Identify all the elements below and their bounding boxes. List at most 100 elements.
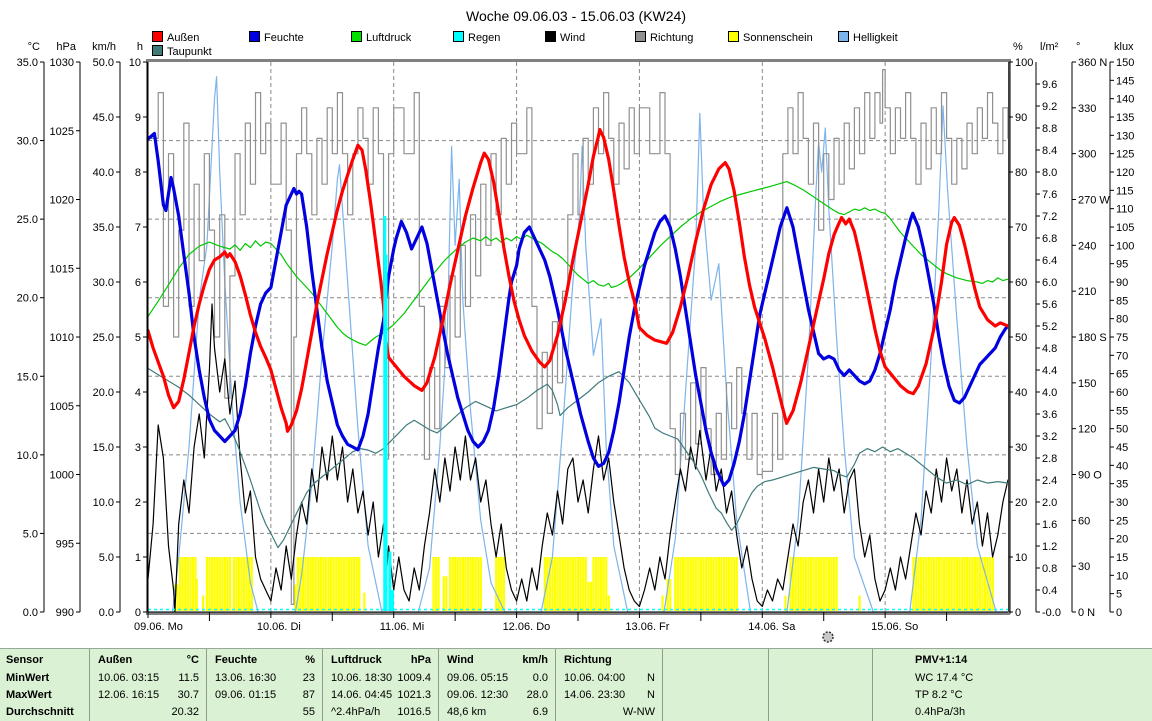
legend-item-sonnenschein: Sonnenschein: [728, 31, 813, 44]
svg-text:60: 60: [1116, 387, 1128, 399]
svg-text:150: 150: [1116, 57, 1134, 69]
stat-value: N: [647, 672, 655, 684]
legend-item-außen: Außen: [152, 31, 199, 44]
svg-text:5.2: 5.2: [1042, 321, 1057, 333]
legend-label: Taupunkt: [167, 46, 212, 58]
svg-text:10: 10: [1116, 570, 1128, 582]
svg-text:1030: 1030: [50, 57, 74, 69]
svg-text:145: 145: [1116, 75, 1134, 87]
col-unit: °C: [186, 654, 199, 666]
svg-text:9: 9: [135, 112, 141, 124]
legend-label: Helligkeit: [853, 32, 898, 44]
svg-text:10: 10: [129, 57, 141, 69]
svg-text:klux: klux: [1114, 41, 1134, 53]
stats-col-luftdruck: Luftdruck hPa 10.06. 18:30 1009.4 14.06. 04:…: [322, 649, 439, 721]
series-regen: [148, 216, 1008, 611]
legend-item-richtung: Richtung: [635, 31, 693, 44]
stat-datetime: 10.06. 18:30: [331, 672, 393, 684]
stat-value: 23: [302, 672, 315, 684]
svg-text:55: 55: [1116, 405, 1128, 417]
svg-text:0: 0: [135, 607, 141, 619]
sonnenschein-color-swatch-icon: [728, 31, 739, 42]
stat-value: 87: [302, 689, 315, 701]
svg-text:1025: 1025: [50, 126, 74, 138]
svg-text:2.4: 2.4: [1042, 475, 1057, 487]
svg-text:°C: °C: [28, 41, 40, 53]
svg-text:75: 75: [1116, 332, 1128, 344]
stat-value: 0.0: [532, 672, 548, 684]
stats-col-empty: [662, 649, 769, 721]
svg-text:90: 90: [1116, 277, 1128, 289]
svg-text:0.0: 0.0: [23, 607, 38, 619]
svg-text:14.06. Sa: 14.06. Sa: [748, 621, 796, 633]
svg-text:11.06. Mi: 11.06. Mi: [380, 621, 424, 633]
svg-text:7.2: 7.2: [1042, 211, 1057, 223]
legend-label: Feuchte: [264, 32, 304, 44]
svg-text:130: 130: [1116, 130, 1134, 142]
stat-datetime: 12.06. 16:15: [98, 689, 160, 701]
series-feuchte: [146, 131, 1010, 488]
svg-text:100: 100: [1116, 240, 1134, 252]
pmv-line: WC 17.4 °C: [915, 672, 974, 684]
wind-color-swatch-icon: [545, 31, 556, 42]
svg-text:5.6: 5.6: [1042, 299, 1057, 311]
weather-chart: °C35.030.025.020.015.010.05.00.0hPa10301…: [17, 41, 1134, 643]
axis-hPa: hPa 1030 1025 1020 1015 1010 1005 1000 995 990: [50, 41, 81, 619]
svg-text:210: 210: [1078, 286, 1096, 298]
luftdruck-color-swatch-icon: [351, 31, 362, 42]
svg-text:0: 0: [1015, 607, 1021, 619]
svg-text:20: 20: [1015, 497, 1027, 509]
svg-text:120: 120: [1116, 167, 1134, 179]
stats-col-feuchte: Feuchte% 13.06. 16:30 23 09.06. 01:15 87 55: [206, 649, 323, 721]
svg-text:1.6: 1.6: [1042, 519, 1057, 531]
svg-text:45: 45: [1116, 442, 1128, 454]
svg-text:30.0: 30.0: [93, 277, 114, 289]
svg-text:60: 60: [1078, 515, 1090, 527]
stat-datetime: 14.06. 04:45: [331, 689, 393, 701]
svg-text:12.06. Do: 12.06. Do: [503, 621, 551, 633]
helligkeit-color-swatch-icon: [838, 31, 849, 42]
svg-text:125: 125: [1116, 149, 1134, 161]
svg-text:60: 60: [1015, 277, 1027, 289]
x-axis: 09.06. Mo 10.06. Di 11.06. Mi 12.06. Do 13.0…: [134, 612, 948, 633]
legend-item-luftdruck: Luftdruck: [351, 31, 411, 44]
col-header: Außen: [98, 654, 133, 666]
stats-table: Sensor MinWert MaxWert Durchschnitt Außen °C 1…: [0, 648, 1152, 721]
svg-text:10.0: 10.0: [93, 497, 114, 509]
svg-text:90: 90: [1015, 112, 1027, 124]
svg-text:50: 50: [1116, 424, 1128, 436]
svg-text:50: 50: [1015, 332, 1027, 344]
svg-text:15.0: 15.0: [93, 442, 114, 454]
series-luftdruck: [147, 181, 1009, 346]
svg-text:1005: 1005: [50, 401, 74, 413]
svg-text:l/m²: l/m²: [1040, 41, 1059, 53]
svg-text:9.2: 9.2: [1042, 101, 1057, 113]
svg-text:40: 40: [1116, 460, 1128, 472]
svg-text:%: %: [1013, 41, 1023, 53]
svg-text:4.8: 4.8: [1042, 343, 1057, 355]
series-aussen: [146, 128, 1010, 433]
svg-text:1000: 1000: [50, 470, 74, 482]
svg-text:8.0: 8.0: [1042, 167, 1057, 179]
axis-deg: ° 360 N 330 300 270 W 240 210 180 S 150 120 90 O 60…: [1071, 41, 1110, 619]
svg-text:3: 3: [135, 442, 141, 454]
svg-text:70: 70: [1116, 350, 1128, 362]
page-title: Woche 09.06.03 - 15.06.03 (KW24): [466, 8, 686, 24]
svg-text:1010: 1010: [50, 332, 74, 344]
svg-text:65: 65: [1116, 369, 1128, 381]
svg-text:240: 240: [1078, 240, 1096, 252]
row-label-maxwert: MaxWert: [6, 689, 52, 701]
svg-text:990: 990: [56, 607, 74, 619]
col-unit: hPa: [410, 654, 431, 666]
svg-text:1.2: 1.2: [1042, 541, 1057, 553]
grid-lines: [148, 62, 1008, 612]
legend-label: Regen: [468, 32, 501, 44]
pmv-line: PMV+1:14: [915, 654, 968, 666]
svg-text:85: 85: [1116, 295, 1128, 307]
stat-datetime: 10.06. 03:15: [98, 672, 160, 684]
svg-text:2: 2: [135, 497, 141, 509]
svg-text:0.4: 0.4: [1042, 585, 1057, 597]
stat-value: 6.9: [532, 706, 548, 718]
